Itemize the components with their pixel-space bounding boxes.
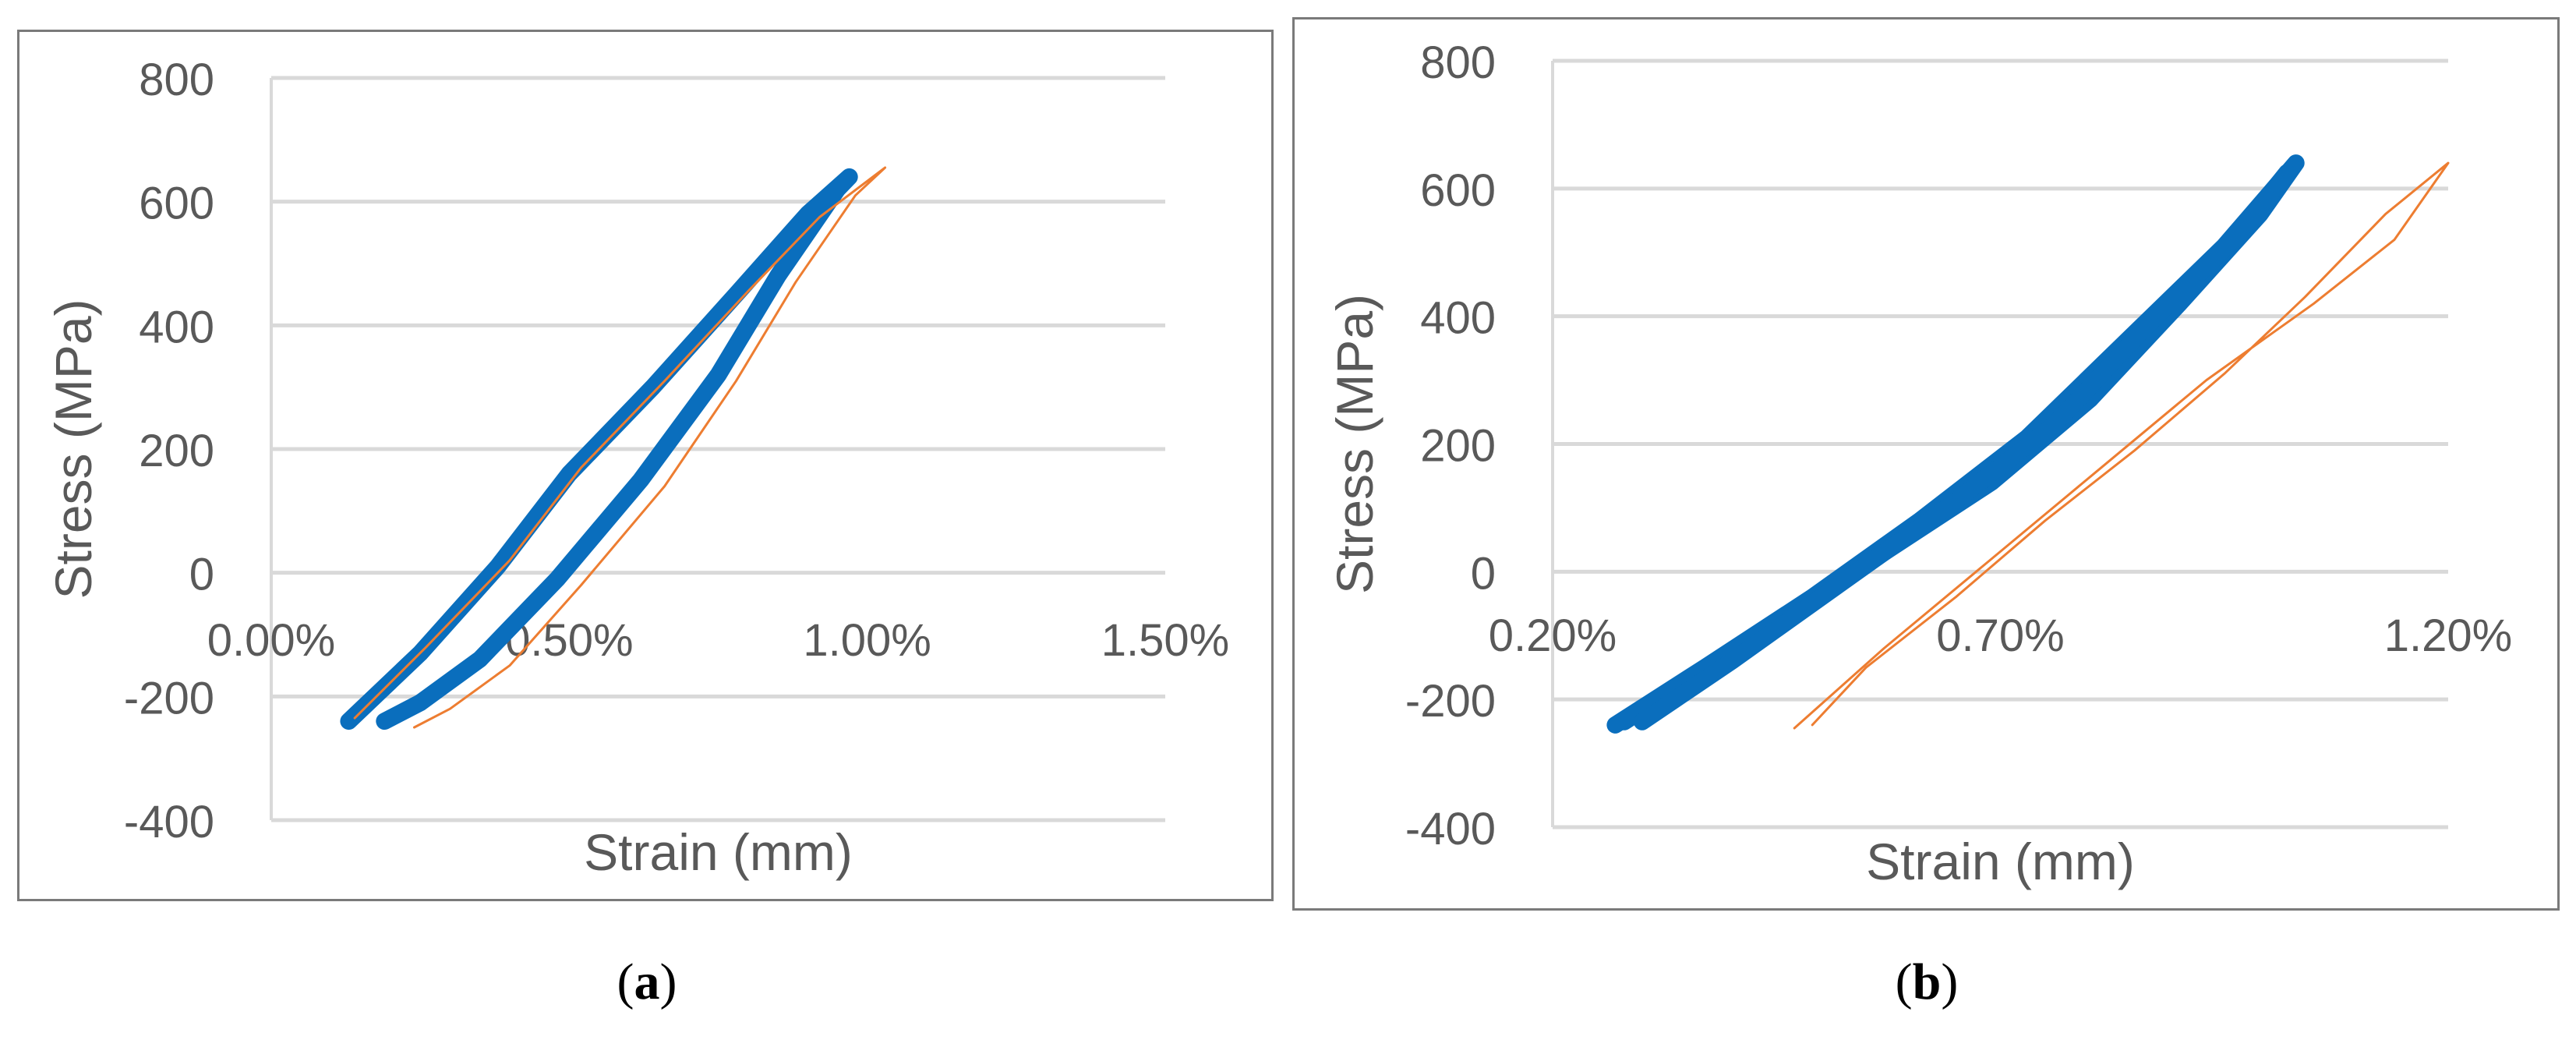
x-tick-label-b-0: 0.20% (1489, 610, 1617, 661)
y-tick-label-a-0: -400 (124, 797, 214, 847)
chart-a-svg: -400 -200 0 200 400 600 800 0.00% 0.50% 1.00% 1.50… (44, 55, 1229, 881)
caption-a: (a) (617, 953, 677, 1010)
x-tick-label-b-2: 1.20% (2384, 610, 2512, 661)
x-tick-label-a-2: 1.00% (803, 615, 931, 666)
series-loop-a-0 (340, 168, 858, 730)
y-tick-label-b-0: -400 (1405, 804, 1496, 854)
y-tick-label-b-5: 600 (1420, 165, 1496, 216)
y-tick-label-b-3: 200 (1420, 421, 1496, 472)
series-loop-b-1 (1633, 164, 2296, 730)
x-tick-label-b-1: 0.70% (1936, 610, 2064, 661)
y-tick-label-a-6: 800 (139, 55, 214, 105)
x-tick-label-a-3: 1.50% (1101, 615, 1229, 666)
x-axis-title-b: Strain (mm) (1866, 833, 2135, 890)
y-tick-label-b-2: 0 (1471, 548, 1496, 599)
y-tick-label-a-1: -200 (124, 673, 214, 723)
y-axis-title-b: Stress (MPa) (1326, 294, 1383, 594)
y-axis-title-a: Stress (MPa) (44, 299, 102, 599)
y-tick-label-b-6: 800 (1420, 37, 1496, 88)
y-tick-label-b-1: -200 (1405, 676, 1496, 727)
y-tick-label-a-3: 200 (139, 426, 214, 476)
chart-b-svg: -400 -200 0 200 400 600 800 0.20% 0.70% 1.20% Stra… (1326, 37, 2512, 890)
chart-panel-b: -400 -200 0 200 400 600 800 0.20% 0.70% 1.20% Stra… (1292, 17, 2560, 911)
x-tick-label-a-0: 0.00% (207, 615, 335, 666)
chart-panel-a: -400 -200 0 200 400 600 800 0.00% 0.50% 1.00% 1.50… (17, 30, 1274, 901)
y-tick-label-b-4: 400 (1420, 293, 1496, 344)
x-tick-label-a-1: 0.50% (505, 615, 633, 666)
y-tick-label-a-2: 0 (189, 550, 214, 600)
caption-b: (b) (1895, 953, 1959, 1010)
caption-b-label: b (1912, 953, 1942, 1010)
series-loop-a-1 (353, 166, 887, 729)
x-axis-title-a: Strain (mm) (584, 823, 853, 881)
caption-a-label: a (634, 953, 660, 1010)
series-loop-b-2 (1793, 161, 2450, 730)
y-tick-label-a-4: 400 (139, 302, 214, 352)
y-tick-label-a-5: 600 (139, 179, 214, 229)
